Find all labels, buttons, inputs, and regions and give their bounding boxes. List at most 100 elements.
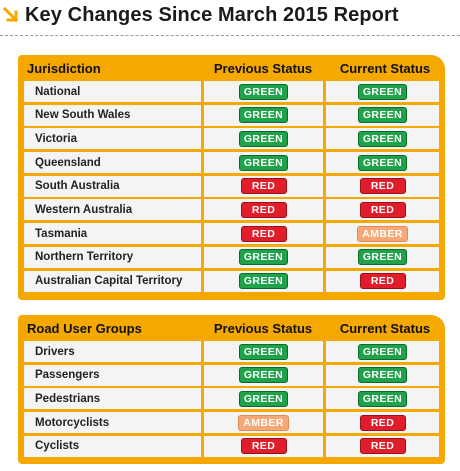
column-header-previous-status: Previous Status [213,320,313,336]
status-badge: GREEN [238,83,289,100]
row-label: Victoria [24,128,201,150]
status-badge: RED [240,201,287,218]
current-status-cell: GREEN [326,341,439,362]
status-badge: GREEN [238,367,289,384]
status-badge: RED [240,178,287,195]
current-status-cell: GREEN [326,128,439,150]
row-label: Drivers [24,341,201,362]
current-status-cell: GREEN [326,81,439,102]
status-badge: GREEN [238,390,289,407]
divider [0,35,460,36]
status-badge: GREEN [238,130,289,147]
table-row: Cyclists RED RED [24,435,439,457]
previous-status-cell: GREEN [204,341,323,362]
table-row: Northern Territory GREEN GREEN [24,246,439,268]
current-status-cell: RED [326,199,439,221]
status-badge: RED [359,201,406,218]
row-label: Tasmania [24,223,201,245]
status-badge: RED [359,438,406,455]
current-status-cell: GREEN [326,246,439,268]
table-row: Motorcyclists AMBER RED [24,412,439,434]
current-status-cell: AMBER [326,223,439,245]
status-badge: GREEN [238,107,289,124]
previous-status-cell: GREEN [204,270,323,292]
table-row: Pedestrians GREEN GREEN [24,388,439,410]
previous-status-cell: RED [204,435,323,457]
table-body: Drivers GREEN GREEN Passengers GREEN GREEN Ped… [24,341,439,459]
report-header: Key Changes Since March 2015 Report [0,0,460,34]
column-header-current-status: Current Status [339,60,431,76]
previous-status-cell: GREEN [204,104,323,126]
status-badge: GREEN [238,343,289,360]
road-user-groups-table: Road User Groups Previous Status Current… [18,315,445,464]
row-label: National [24,81,201,102]
previous-status-cell: RED [204,199,323,221]
table-row: Queensland GREEN GREEN [24,152,439,174]
row-label: Australian Capital Territory [24,270,201,292]
table-body: National GREEN GREEN New South Wales GREEN GR… [24,81,439,294]
table-row: Tasmania RED AMBER [24,223,439,245]
status-badge: RED [359,414,406,431]
status-badge: GREEN [357,249,408,266]
status-badge: GREEN [357,154,408,171]
table-row: South Australia RED RED [24,175,439,197]
table-row: Australian Capital Territory GREEN RED [24,270,439,292]
previous-status-cell: AMBER [204,412,323,434]
row-label: Passengers [24,364,201,386]
status-badge: GREEN [238,154,289,171]
row-label: Western Australia [24,199,201,221]
current-status-cell: RED [326,175,439,197]
current-status-cell: GREEN [326,152,439,174]
current-status-cell: RED [326,270,439,292]
current-status-cell: GREEN [326,364,439,386]
current-status-cell: GREEN [326,104,439,126]
row-label: Northern Territory [24,246,201,268]
table-header: Road User Groups Previous Status Current… [18,315,445,341]
column-header-jurisdiction: Jurisdiction [27,60,101,76]
previous-status-cell: GREEN [204,128,323,150]
previous-status-cell: GREEN [204,152,323,174]
previous-status-cell: RED [204,175,323,197]
previous-status-cell: GREEN [204,246,323,268]
column-header-current-status: Current Status [339,320,431,336]
status-badge: RED [240,225,287,242]
current-status-cell: RED [326,412,439,434]
status-badge: GREEN [357,130,408,147]
jurisdiction-table: Jurisdiction Previous Status Current Sta… [18,55,445,300]
table-row: Western Australia RED RED [24,199,439,221]
status-badge: GREEN [238,249,289,266]
table-header: Jurisdiction Previous Status Current Sta… [18,55,445,81]
current-status-cell: GREEN [326,388,439,410]
table-row: Passengers GREEN GREEN [24,364,439,386]
table-row: National GREEN GREEN [24,81,439,102]
status-badge: RED [359,178,406,195]
previous-status-cell: GREEN [204,364,323,386]
status-badge: RED [359,273,406,289]
status-badge: RED [240,438,287,455]
previous-status-cell: GREEN [204,81,323,102]
previous-status-cell: GREEN [204,388,323,410]
status-badge: GREEN [357,343,408,360]
row-label: Queensland [24,152,201,174]
status-badge: GREEN [357,107,408,124]
status-badge: GREEN [357,83,408,100]
column-header-road-user-groups: Road User Groups [27,320,142,336]
row-label: Pedestrians [24,388,201,410]
status-badge: GREEN [357,367,408,384]
previous-status-cell: RED [204,223,323,245]
status-badge: AMBER [357,225,408,242]
current-status-cell: RED [326,435,439,457]
row-label: Motorcyclists [24,412,201,434]
status-badge: GREEN [238,273,289,289]
arrow-down-right-icon [2,6,19,23]
table-row: Victoria GREEN GREEN [24,128,439,150]
status-badge: GREEN [357,390,408,407]
status-badge: AMBER [238,414,289,431]
page-title: Key Changes Since March 2015 Report [25,4,399,26]
table-row: Drivers GREEN GREEN [24,341,439,362]
row-label: New South Wales [24,104,201,126]
column-header-previous-status: Previous Status [213,60,313,76]
row-label: Cyclists [24,435,201,457]
row-label: South Australia [24,175,201,197]
table-row: New South Wales GREEN GREEN [24,104,439,126]
